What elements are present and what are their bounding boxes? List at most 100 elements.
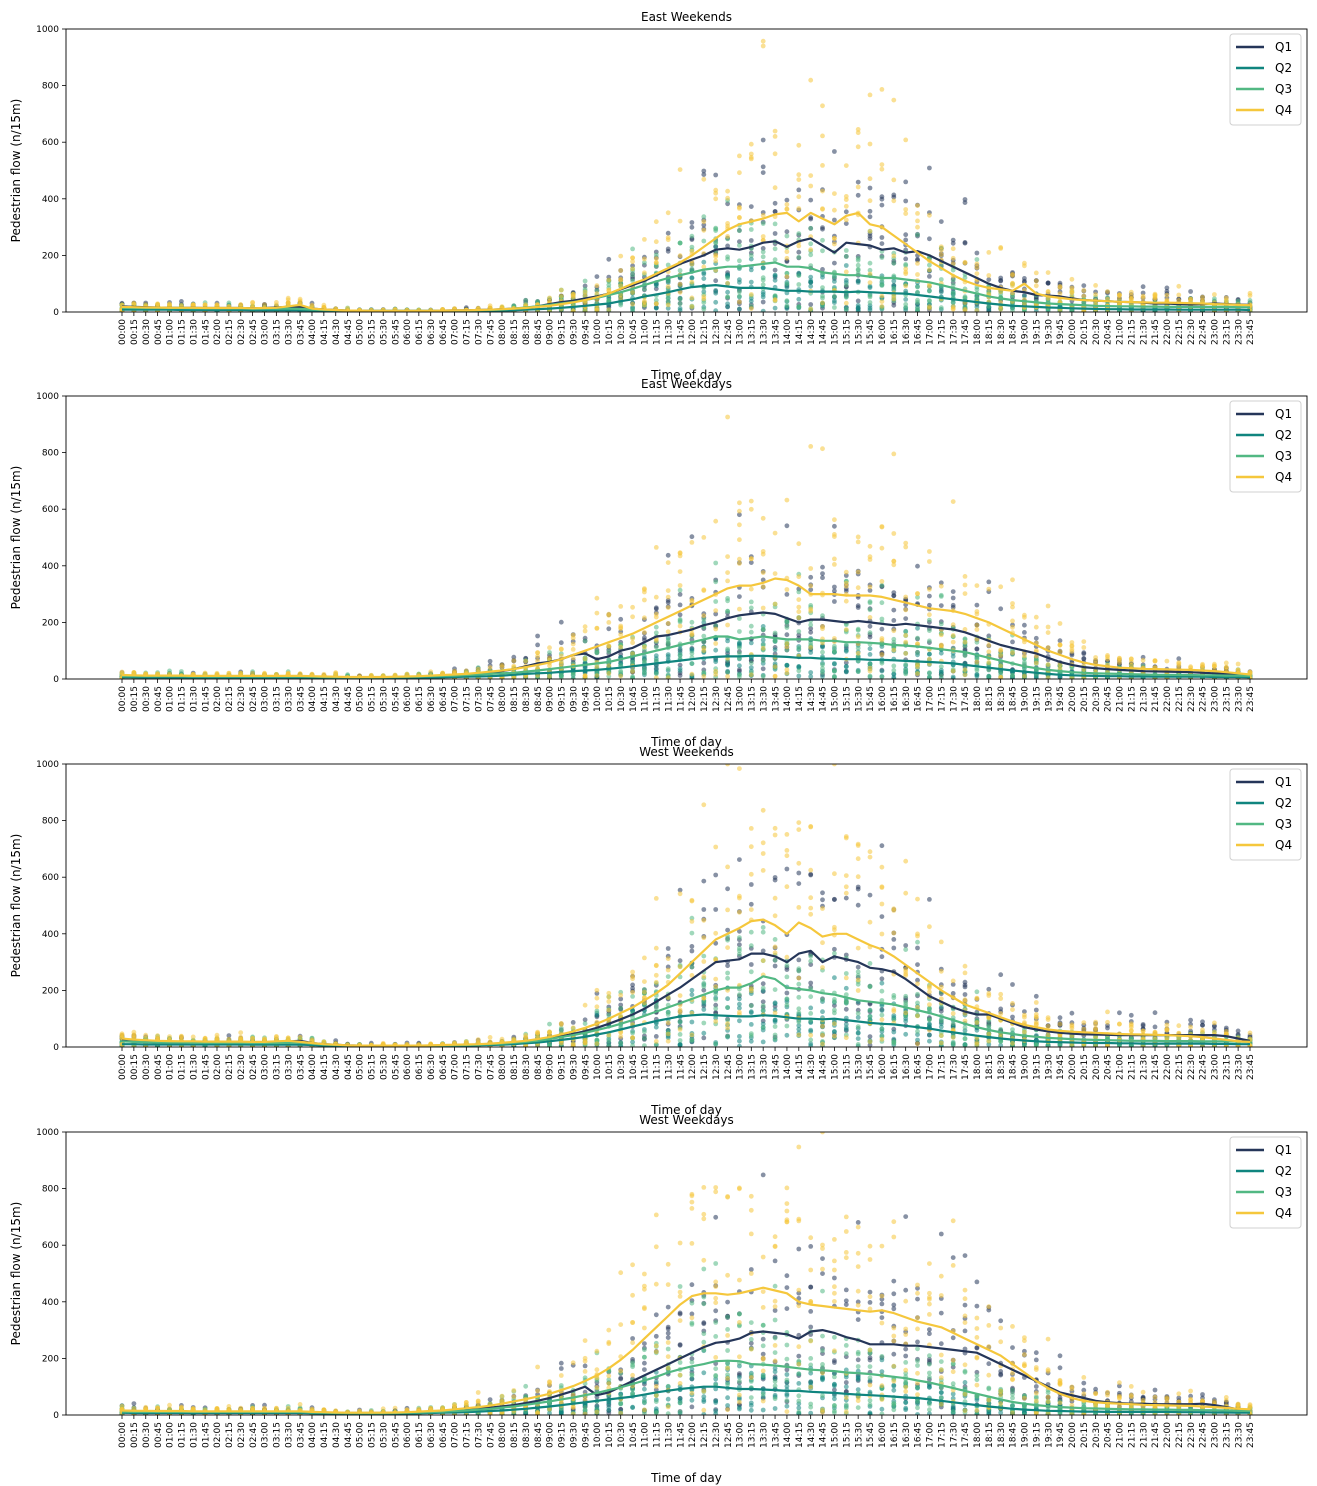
scatter-point-q2: [843, 647, 849, 653]
scatter-point-q2: [867, 305, 873, 311]
scatter-point-q1: [879, 194, 885, 200]
scatter-point-q3: [796, 668, 802, 674]
scatter-point-q1: [927, 593, 932, 599]
scatter-point-q4: [665, 284, 671, 289]
x-tick-label: 13:15: [748, 319, 758, 345]
scatter-point-q4: [689, 295, 695, 301]
x-tick-label: 16:00: [878, 319, 888, 345]
scatter-point-q3: [725, 670, 730, 675]
scatter-point-q3: [879, 281, 885, 287]
y-tick-label: 800: [42, 82, 59, 92]
scatter-point-q1: [713, 172, 719, 178]
scatter-point-q3: [701, 306, 707, 312]
scatter-point-q2: [677, 646, 683, 652]
x-tick-label: 10:00: [593, 319, 603, 345]
scatter-point-q1: [879, 626, 885, 632]
scatter-point-q4: [891, 177, 897, 183]
scatter-point-q3: [642, 670, 647, 676]
x-tick-label: 18:00: [973, 319, 983, 345]
x-tick-label: 17:45: [961, 319, 971, 345]
scatter-point-q3: [665, 278, 671, 284]
scatter-point-q2: [867, 285, 873, 290]
scatter-point-q3: [832, 294, 837, 299]
scatter-point-q4: [927, 212, 932, 218]
scatter-point-q2: [665, 654, 671, 659]
scatter-point-q3: [915, 289, 920, 295]
scatter-point-q3: [701, 214, 707, 220]
scatter-point-q1: [915, 563, 920, 569]
scatter-point-q4: [701, 176, 707, 182]
scatter-point-q1: [879, 235, 885, 240]
scatter-point-q3: [1010, 672, 1015, 678]
scatter-point-q1: [867, 623, 873, 629]
scatter-point-q1: [1140, 284, 1146, 290]
scatter-point-q2: [713, 288, 719, 293]
scatter-point-q4: [938, 247, 944, 253]
scatter-point-q2: [986, 308, 992, 312]
x-axis-label: Time of day: [650, 368, 722, 382]
scatter-point-q4: [582, 308, 588, 312]
x-tick-label: 22:30: [1187, 319, 1197, 345]
x-tick-label: 08:00: [498, 319, 508, 345]
scatter-point-q3: [903, 671, 909, 677]
scatter-point-q4: [891, 296, 897, 302]
scatter-point-q3: [796, 304, 802, 310]
scatter-point-q4: [784, 202, 790, 207]
scatter-point-q3: [808, 640, 814, 646]
scatter-point-q4: [915, 261, 920, 266]
scatter-point-q2: [642, 654, 647, 659]
x-tick-label: 13:45: [771, 319, 781, 345]
scatter-point-q4: [582, 289, 588, 295]
scatter-point-q3: [558, 673, 564, 679]
x-tick-label: 05:00: [356, 319, 366, 345]
scatter-point-q3: [760, 674, 766, 679]
y-tick-label: 0: [53, 308, 59, 318]
scatter-point-q1: [760, 577, 766, 583]
x-tick-label: 21:30: [1139, 319, 1149, 345]
x-tick-label: 20:00: [1068, 319, 1078, 345]
scatter-point-q4: [725, 280, 730, 286]
x-tick-label: 10:15: [605, 319, 615, 345]
scatter-point-q4: [974, 265, 980, 270]
scatter-point-q1: [867, 185, 873, 191]
scatter-point-q1: [891, 618, 897, 623]
scatter-point-q4: [1081, 293, 1087, 299]
scatter-point-q4: [796, 194, 802, 200]
scatter-point-q4: [772, 128, 778, 134]
scatter-point-q1: [903, 616, 909, 621]
scatter-point-q3: [713, 579, 719, 585]
scatter-point-q2: [760, 265, 766, 270]
scatter-point-q1: [772, 200, 778, 206]
scatter-point-q4: [796, 177, 802, 183]
scatter-point-q4: [867, 198, 873, 204]
scatter-point-q1: [1188, 289, 1193, 294]
scatter-point-q3: [748, 253, 754, 258]
x-tick-label: 04:45: [344, 319, 354, 345]
scatter-point-q4: [867, 228, 873, 234]
scatter-point-q3: [653, 671, 659, 677]
scatter-point-q1: [843, 573, 849, 578]
scatter-point-q1: [808, 587, 814, 593]
scatter-point-q4: [594, 291, 600, 296]
scatter-point-q3: [642, 260, 647, 265]
scatter-point-q1: [772, 231, 778, 236]
scatter-point-q4: [748, 292, 754, 297]
scatter-point-q1: [760, 299, 766, 305]
scatter-points: [119, 414, 1253, 679]
x-tick-label: 01:30: [189, 319, 199, 345]
scatter-point-q3: [998, 669, 1004, 675]
scatter-point-q4: [677, 289, 683, 295]
scatter-point-q2: [808, 280, 814, 285]
scatter-point-q4: [677, 282, 683, 287]
x-tick-label: 00:00: [118, 319, 128, 345]
scatter-point-q3: [760, 254, 766, 260]
scatter-point-q3: [986, 674, 992, 679]
scatter-point-q1: [855, 192, 861, 198]
scatter-point-q3: [713, 228, 719, 234]
scatter-point-q4: [1033, 283, 1039, 289]
scatter-point-q4: [760, 234, 766, 239]
scatter-point-q4: [618, 268, 624, 273]
x-tick-label: 00:45: [154, 319, 164, 345]
scatter-point-q3: [689, 619, 695, 625]
